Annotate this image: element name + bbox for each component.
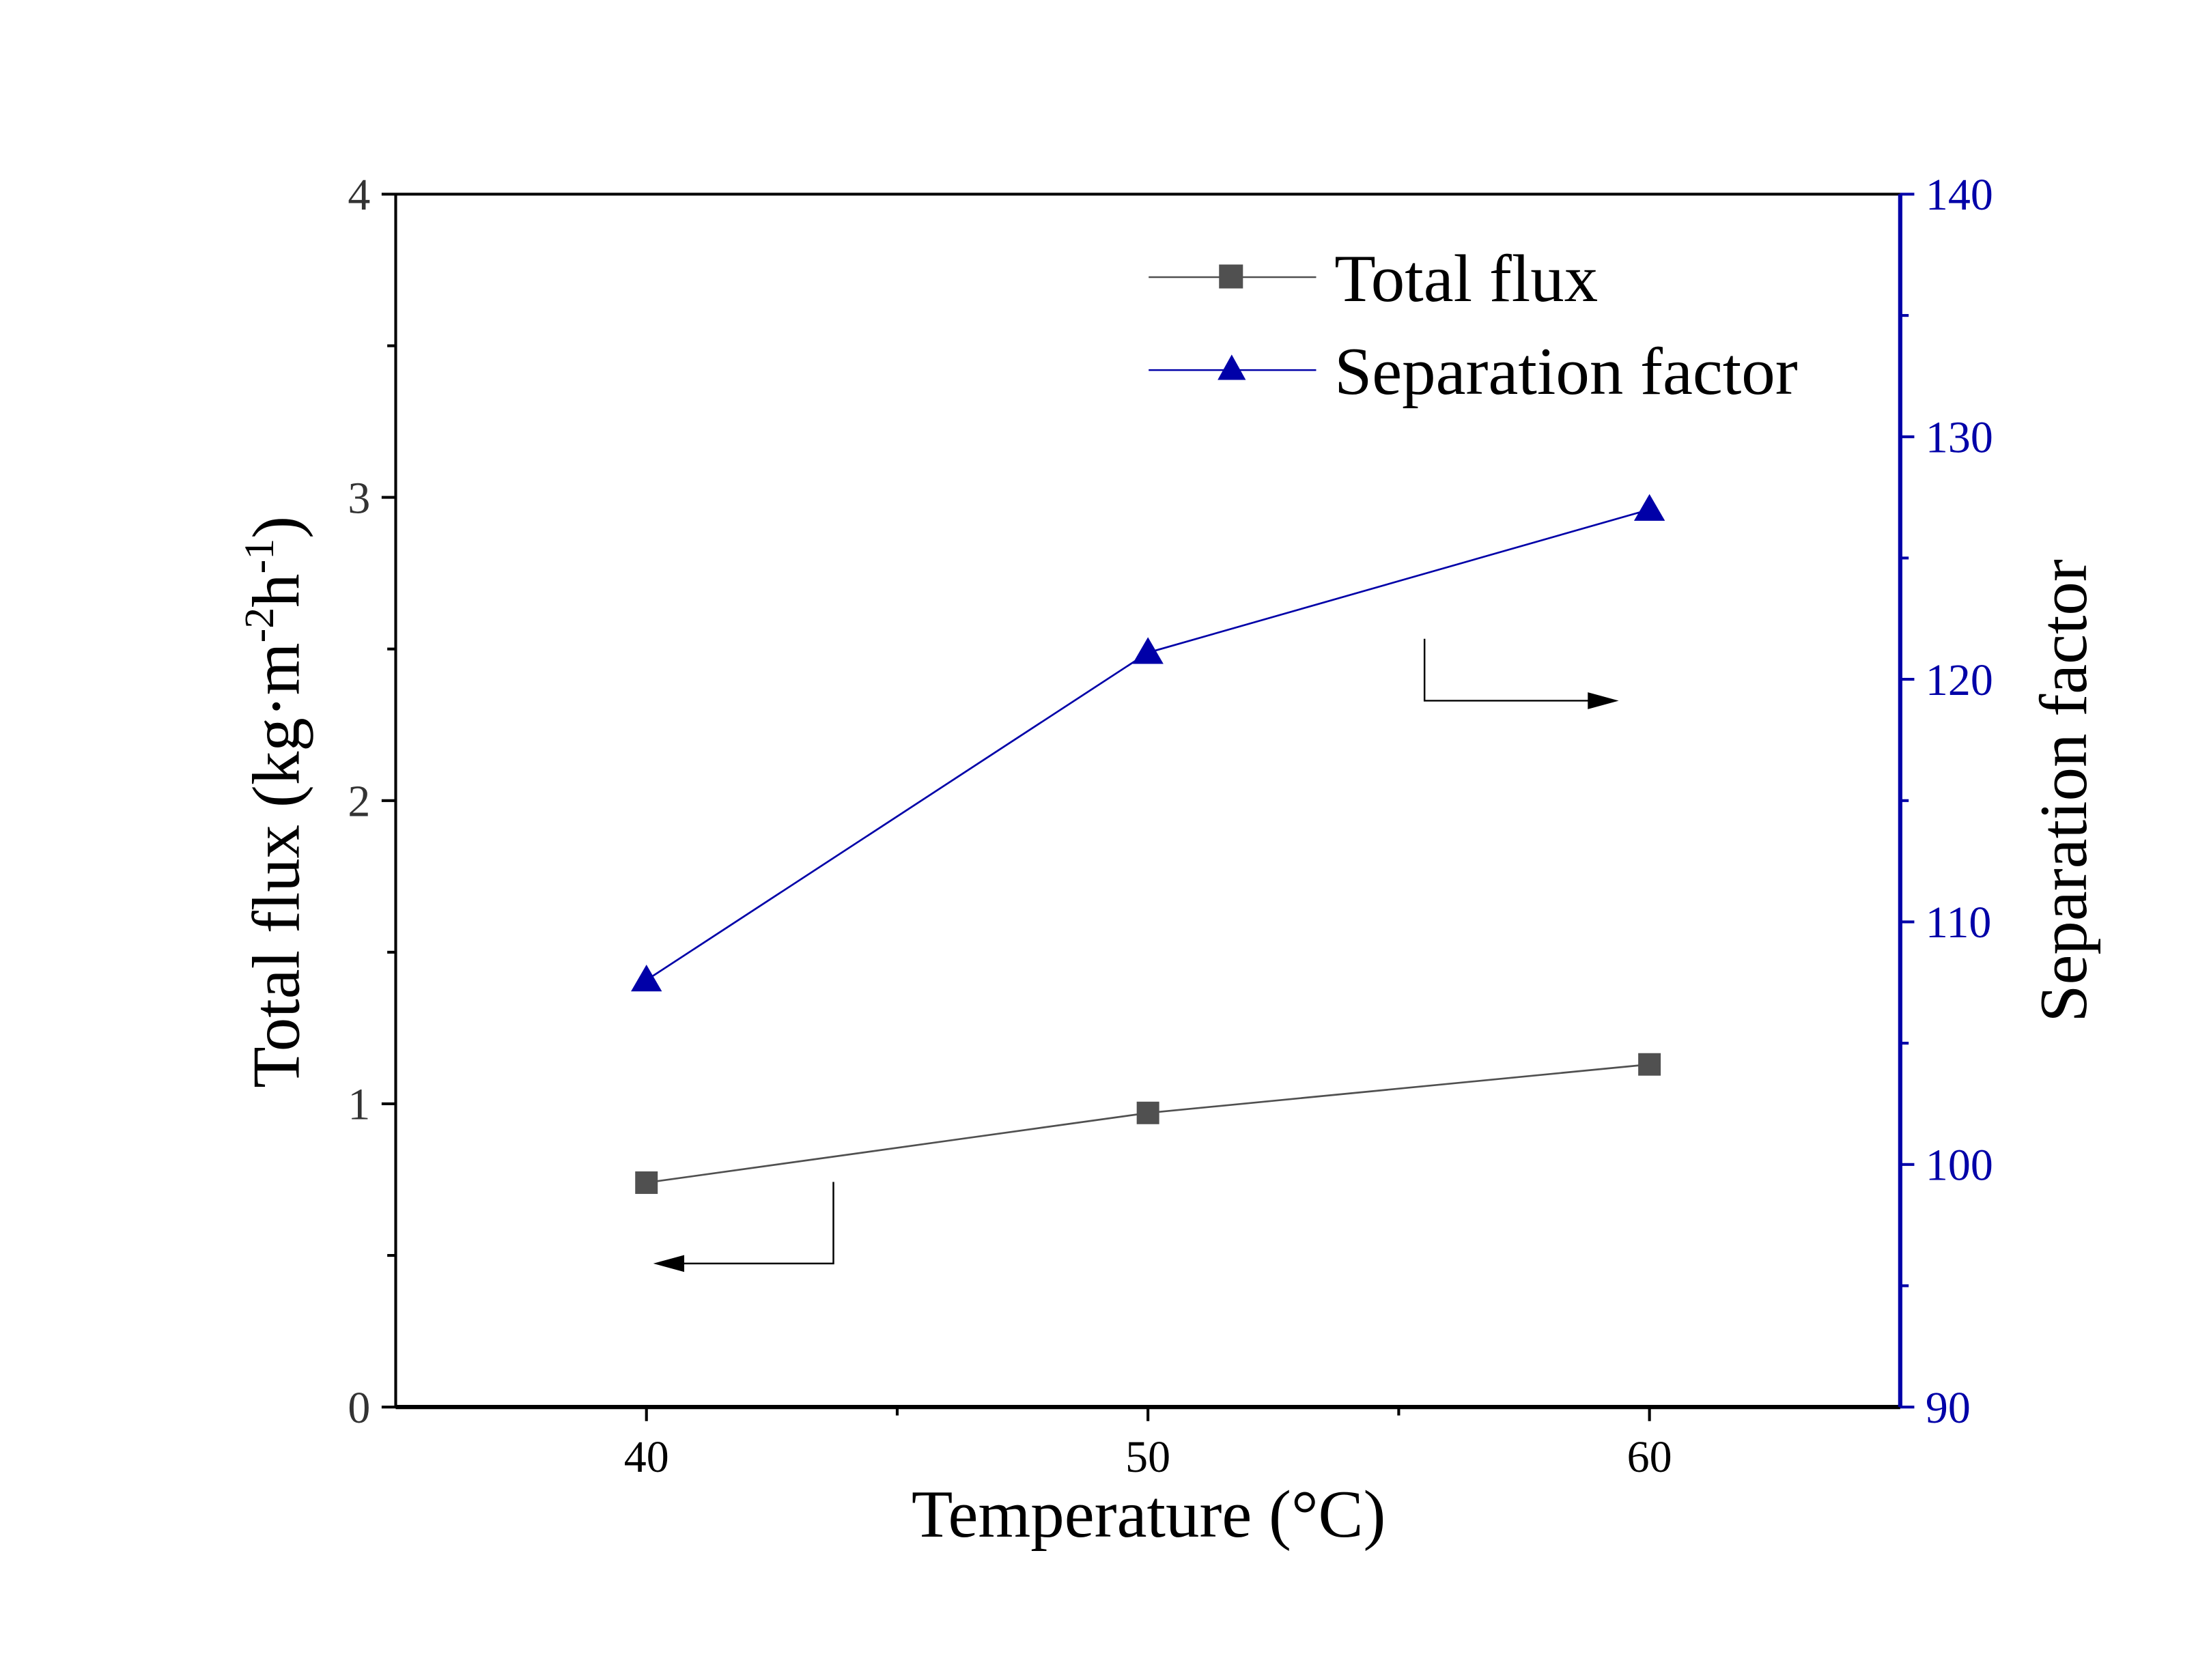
y-left-tick-label: 0 xyxy=(348,1383,370,1433)
y-right-tick-label: 140 xyxy=(1926,170,1993,220)
x-tick-label: 60 xyxy=(1627,1432,1672,1482)
y-axis-label-left: Total flux (kg·m-2h-1) xyxy=(236,516,313,1088)
data-point-square xyxy=(635,1171,658,1194)
data-point-square xyxy=(1638,1053,1661,1076)
x-tick-label: 50 xyxy=(1125,1432,1170,1482)
y-right-tick-label: 100 xyxy=(1926,1140,1993,1190)
y-right-tick-label: 90 xyxy=(1926,1383,1971,1433)
data-point-triangle xyxy=(631,965,662,992)
left-axis-arrow xyxy=(653,1182,834,1272)
y-left-tick-label: 2 xyxy=(348,776,370,826)
x-tick-label: 40 xyxy=(624,1432,669,1482)
y-axis-label-right: Separation factor xyxy=(2027,559,2101,1022)
legend-square-marker xyxy=(1219,264,1243,289)
y-right-tick-label: 130 xyxy=(1926,412,1993,462)
x-axis-label: Temperature (°C) xyxy=(912,1477,1386,1552)
legend: Total flux Separation factor xyxy=(1149,242,1798,409)
right-axis-arrow xyxy=(1423,638,1619,709)
y-left-tick-label: 3 xyxy=(348,473,370,523)
y-right-tick-label: 120 xyxy=(1926,655,1993,705)
y-left-tick-label: 1 xyxy=(348,1080,370,1130)
y-right-tick-label: 110 xyxy=(1926,898,1991,948)
legend-triangle-marker xyxy=(1217,354,1246,380)
data-point-square xyxy=(1136,1101,1159,1124)
series-line-separation-factor xyxy=(645,509,1650,981)
data-point-triangle xyxy=(1132,637,1164,664)
legend-label-total-flux: Total flux xyxy=(1334,242,1598,316)
data-point-triangle xyxy=(1633,494,1665,521)
legend-label-separation-factor: Separation factor xyxy=(1334,334,1797,409)
y-left-tick-label: 4 xyxy=(348,170,370,220)
